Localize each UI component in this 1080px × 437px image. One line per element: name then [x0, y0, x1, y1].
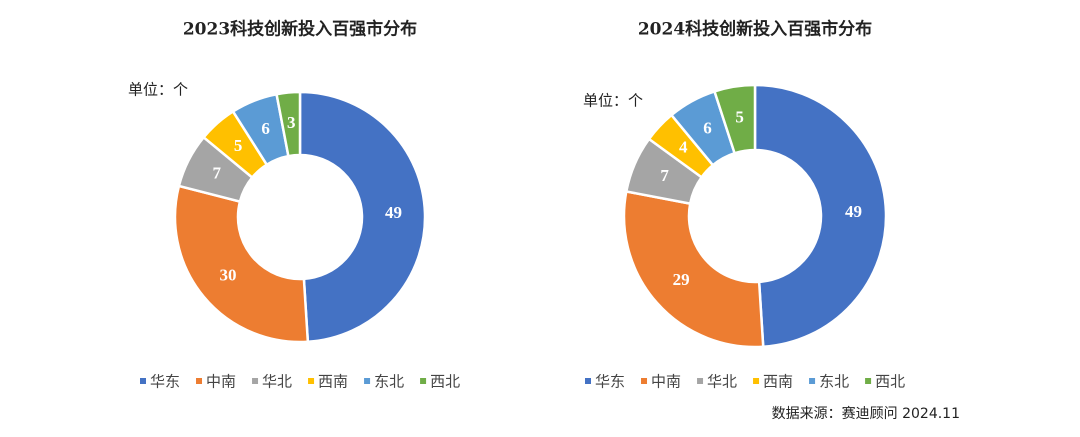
- legend-swatch: [809, 378, 816, 384]
- legend-label: 中南: [651, 373, 681, 391]
- legend-label: 东北: [819, 373, 849, 391]
- legend-swatch: [252, 378, 259, 384]
- legend-label: 华北: [707, 373, 737, 391]
- data-label: 7: [212, 163, 221, 182]
- legend-swatch: [697, 378, 704, 384]
- chart-title: 2023科技创新投入百强市分布: [183, 19, 417, 40]
- data-label: 49: [385, 203, 402, 222]
- data-label: 7: [660, 166, 669, 185]
- data-label: 5: [735, 108, 744, 127]
- donut-slice: [275, 90, 302, 158]
- unit-label: 单位：个: [128, 81, 188, 99]
- legend-label: 华东: [150, 373, 180, 391]
- legend-label: 东北: [374, 373, 404, 391]
- donut-slice: [298, 90, 427, 344]
- legend-swatch: [865, 378, 872, 384]
- legend-label: 西北: [430, 373, 460, 391]
- data-label: 3: [287, 113, 296, 132]
- legend-swatch: [196, 378, 203, 384]
- data-label: 30: [219, 266, 236, 285]
- donut-slice: [753, 83, 888, 349]
- legend-swatch: [364, 378, 371, 384]
- data-label: 6: [703, 119, 712, 138]
- legend-label: 西南: [763, 373, 793, 391]
- unit-label: 单位：个: [583, 92, 643, 110]
- legend-swatch: [585, 378, 591, 384]
- data-label: 4: [679, 137, 688, 156]
- data-label: 5: [234, 136, 243, 155]
- legend-swatch: [753, 378, 760, 384]
- legend-swatch: [641, 378, 648, 384]
- legend-label: 西北: [875, 373, 905, 391]
- chart-title: 2024科技创新投入百强市分布: [638, 19, 872, 40]
- legend-swatch: [308, 378, 315, 384]
- data-label: 6: [261, 119, 270, 138]
- source-note: 数据来源：赛迪顾问 2024.11: [772, 406, 960, 422]
- legend-swatch: [420, 378, 427, 384]
- donut-slice: [712, 83, 757, 155]
- legend-label: 西南: [318, 373, 348, 391]
- donut-slice: [173, 184, 310, 344]
- data-label: 49: [845, 202, 862, 221]
- legend-label: 华东: [595, 373, 625, 391]
- data-label: 29: [673, 270, 690, 289]
- legend-swatch: [140, 378, 146, 384]
- legend-label: 华北: [262, 373, 292, 391]
- donut-slice: [622, 189, 765, 349]
- legend-label: 中南: [206, 373, 236, 391]
